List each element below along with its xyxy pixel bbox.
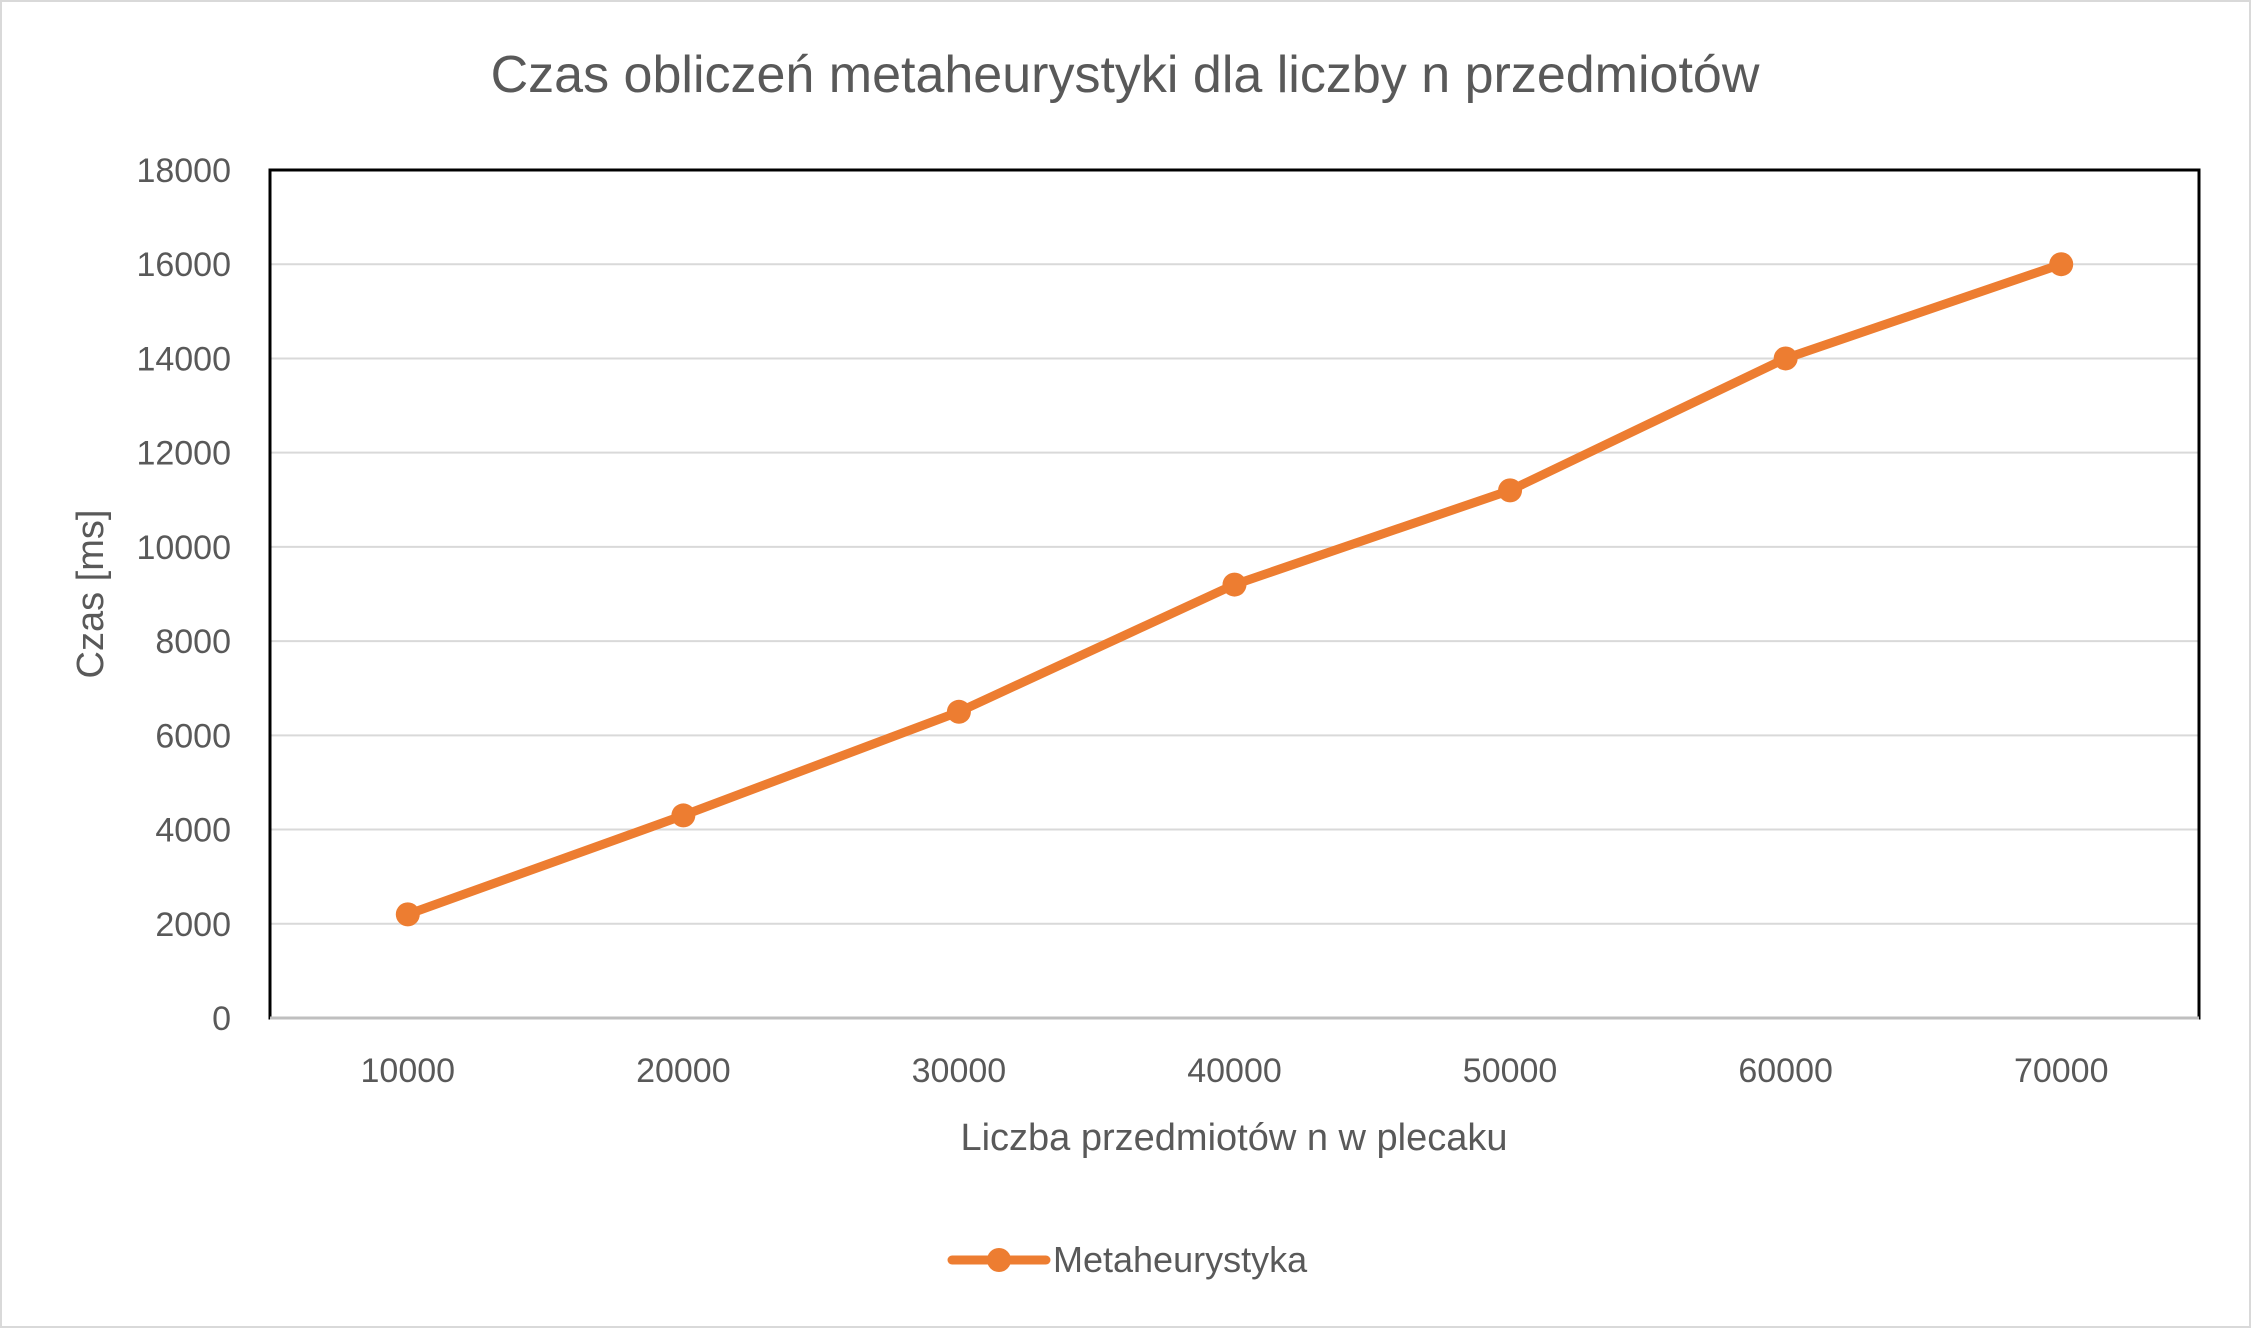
data-point bbox=[946, 699, 971, 724]
data-point bbox=[1773, 346, 1798, 371]
y-tick-label: 4000 bbox=[155, 812, 231, 850]
y-tick-label: 0 bbox=[212, 1000, 231, 1038]
legend-label: Metaheurystyka bbox=[1053, 1239, 1308, 1280]
y-tick-label: 8000 bbox=[155, 623, 231, 661]
data-point bbox=[2049, 252, 2074, 277]
y-tick-label: 10000 bbox=[136, 529, 231, 567]
y-axis-title: Czas [ms] bbox=[70, 510, 112, 679]
y-tick-label: 12000 bbox=[136, 435, 231, 473]
x-tick-label: 50000 bbox=[1463, 1052, 1558, 1090]
gridlines bbox=[270, 263, 2199, 925]
y-tick-label: 6000 bbox=[155, 717, 231, 755]
series-group bbox=[395, 252, 2074, 927]
data-point bbox=[1222, 572, 1247, 597]
x-axis-ticks: 10000 20000 30000 40000 50000 60000 70000 bbox=[361, 1052, 2109, 1090]
y-tick-label: 18000 bbox=[136, 152, 231, 190]
chart-title: Czas obliczeń metaheurystyki dla liczby … bbox=[491, 46, 1760, 104]
x-tick-label: 20000 bbox=[636, 1052, 731, 1090]
x-axis-title: Liczba przedmiotów n w plecaku bbox=[960, 1117, 1507, 1159]
legend-marker bbox=[987, 1248, 1011, 1272]
data-point bbox=[395, 902, 420, 927]
y-tick-label: 14000 bbox=[136, 340, 231, 378]
x-tick-label: 60000 bbox=[1738, 1052, 1833, 1090]
x-tick-label: 70000 bbox=[2014, 1052, 2109, 1090]
y-axis-ticks: 0 2000 4000 6000 8000 10000 12000 14000 16000 180… bbox=[136, 152, 231, 1038]
data-point bbox=[1498, 478, 1523, 503]
y-tick-label: 16000 bbox=[136, 246, 231, 284]
data-point bbox=[671, 803, 696, 828]
y-tick-label: 2000 bbox=[155, 906, 231, 944]
legend: Metaheurystyka bbox=[947, 1239, 1308, 1280]
x-tick-label: 40000 bbox=[1187, 1052, 1282, 1090]
x-tick-label: 30000 bbox=[912, 1052, 1007, 1090]
x-tick-label: 10000 bbox=[361, 1052, 456, 1090]
